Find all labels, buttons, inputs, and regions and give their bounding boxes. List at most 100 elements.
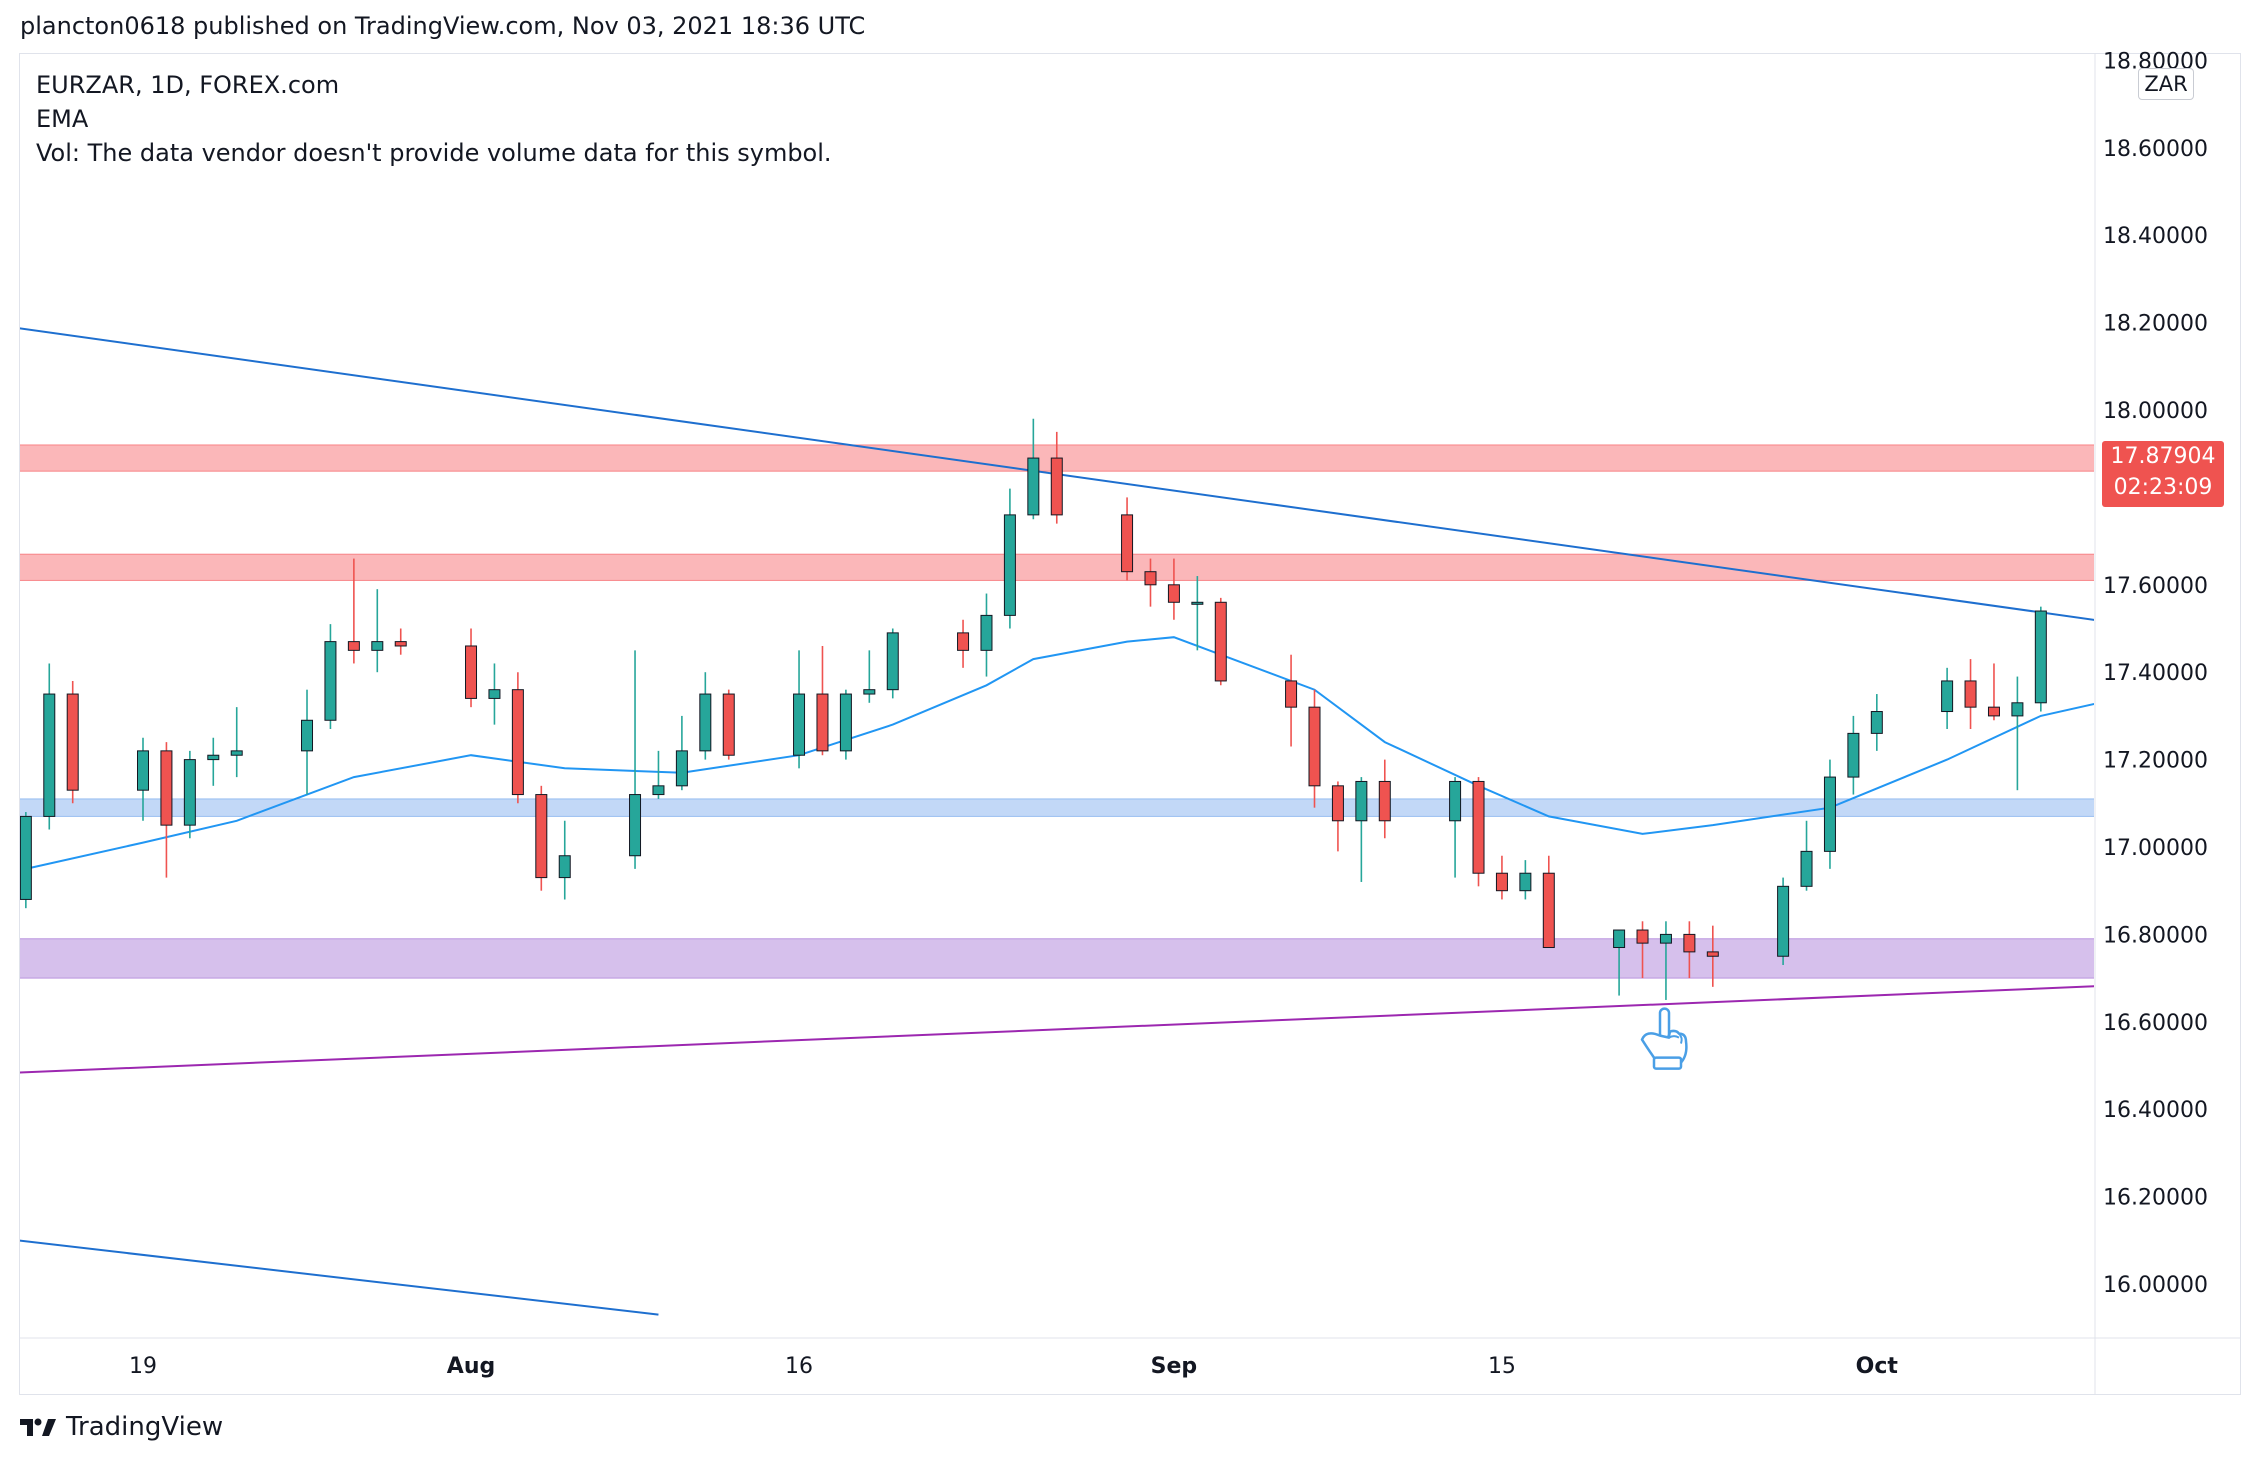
time-tick-label: Sep (1151, 1354, 1198, 1379)
candle[interactable] (1613, 929, 1626, 996)
candle[interactable] (1706, 925, 1719, 987)
candle[interactable] (1964, 659, 1977, 730)
candle[interactable] (558, 820, 571, 900)
candle[interactable] (66, 680, 79, 804)
candle[interactable] (652, 750, 665, 799)
candle[interactable] (1823, 759, 1836, 869)
candle[interactable] (488, 663, 501, 725)
candle[interactable] (160, 742, 173, 878)
candle-body (1144, 571, 1157, 586)
legend-ema[interactable]: EMA (36, 105, 89, 133)
candle-body (160, 750, 173, 826)
candle[interactable] (1683, 921, 1696, 979)
candle[interactable] (1800, 820, 1813, 891)
candle[interactable] (230, 707, 243, 778)
candle[interactable] (1847, 715, 1860, 795)
currency-badge[interactable]: ZAR (2138, 68, 2194, 100)
candle-body (1003, 514, 1016, 616)
candle[interactable] (886, 628, 899, 699)
candle-body (347, 641, 360, 651)
candle[interactable] (207, 737, 220, 786)
candle[interactable] (324, 624, 337, 730)
candle-body (371, 641, 384, 651)
descending-trendline[interactable] (0, 323, 2254, 777)
candle[interactable] (1003, 488, 1016, 629)
candle[interactable] (1495, 855, 1508, 900)
candle[interactable] (371, 589, 384, 673)
candle[interactable] (675, 715, 688, 791)
candle[interactable] (1870, 694, 1883, 751)
candle-body (1355, 780, 1368, 822)
candle[interactable] (1191, 576, 1204, 651)
legend-symbol[interactable]: EURZAR, 1D, FOREX.com (36, 71, 340, 99)
candle[interactable] (1167, 558, 1180, 620)
candle[interactable] (1636, 921, 1649, 979)
candle[interactable] (629, 650, 642, 869)
candle[interactable] (1472, 777, 1485, 887)
candle[interactable] (1941, 667, 1954, 730)
candle[interactable] (980, 593, 993, 677)
candle[interactable] (1659, 921, 1672, 1000)
time-axis[interactable]: 19Aug16Sep15Oct18Nov15Dec13 (129, 1354, 2254, 1379)
candle[interactable] (2011, 676, 2024, 791)
candle[interactable] (183, 750, 196, 839)
candle[interactable] (535, 785, 548, 891)
candle[interactable] (2106, 594, 2117, 638)
candle[interactable] (1144, 558, 1157, 607)
candle[interactable] (722, 689, 735, 760)
candle[interactable] (1050, 431, 1063, 524)
price-axis[interactable]: 18.8000018.6000018.4000018.2000018.00000… (2103, 49, 2208, 1298)
candle-body (886, 632, 899, 691)
candle-body (722, 693, 735, 756)
plot-area[interactable] (0, 323, 2254, 1316)
candle[interactable] (699, 672, 712, 760)
candle[interactable] (0, 856, 8, 908)
candle[interactable] (863, 650, 876, 703)
candle[interactable] (394, 628, 407, 655)
candle[interactable] (1378, 759, 1391, 839)
candle[interactable] (1987, 663, 2000, 721)
pointing-hand-icon[interactable] (1640, 1007, 1688, 1070)
resistance-zone-upper[interactable] (0, 444, 2254, 472)
candle[interactable] (839, 689, 852, 760)
chart-legend: EURZAR, 1D, FOREX.com EMA Vol: The data … (36, 68, 832, 170)
candle[interactable] (1331, 781, 1344, 852)
candle[interactable] (1027, 418, 1040, 520)
candle-body (2034, 610, 2047, 704)
candle[interactable] (43, 663, 56, 830)
support-zone[interactable] (0, 938, 2254, 979)
candle[interactable] (1777, 877, 1790, 965)
candles (0, 418, 2117, 1000)
candle[interactable] (137, 737, 149, 821)
candle[interactable] (347, 558, 360, 664)
tradingview-brand[interactable]: TradingView (20, 1412, 223, 1442)
resistance-zone-lower[interactable] (0, 553, 2254, 581)
candle[interactable] (20, 812, 32, 909)
candle[interactable] (1519, 860, 1532, 900)
candle[interactable] (465, 628, 478, 708)
candle[interactable] (2034, 606, 2047, 712)
candle[interactable] (511, 672, 524, 804)
ema-line[interactable] (25, 636, 2254, 870)
candle[interactable] (816, 645, 829, 756)
candle[interactable] (793, 650, 806, 769)
candle[interactable] (301, 689, 314, 795)
blue-zone[interactable] (0, 798, 2254, 817)
candle[interactable] (1121, 497, 1134, 581)
candle[interactable] (1449, 777, 1462, 878)
candle[interactable] (1355, 777, 1368, 882)
candle-body (535, 794, 548, 879)
price-tick-label: 16.00000 (2103, 1273, 2208, 1298)
candle-body (1378, 780, 1391, 822)
candle[interactable] (1214, 597, 1227, 686)
candle[interactable] (1285, 654, 1298, 747)
candle[interactable] (1308, 689, 1321, 808)
candle-body (66, 693, 79, 791)
candle[interactable] (1542, 855, 1555, 949)
candle-body (2106, 611, 2117, 620)
lower-trendline[interactable] (0, 1236, 659, 1316)
candle[interactable] (957, 619, 970, 668)
ascending-support-line[interactable] (0, 921, 2254, 1074)
candle-body (957, 632, 970, 651)
